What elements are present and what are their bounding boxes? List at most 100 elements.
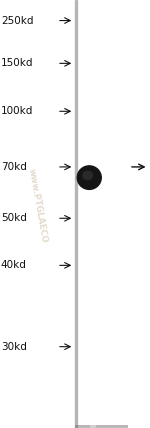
Bar [75, 425, 128, 427]
Bar [90, 426, 96, 428]
Bar [75, 426, 128, 428]
Bar [90, 425, 96, 427]
Bar [75, 427, 128, 428]
Bar [75, 426, 128, 427]
Bar [90, 426, 96, 427]
Bar [90, 425, 96, 427]
Bar [90, 426, 96, 428]
Bar [90, 425, 96, 427]
Bar [75, 425, 128, 427]
Bar [90, 425, 96, 427]
Bar [75, 426, 128, 427]
Bar [75, 425, 128, 427]
Bar [75, 426, 128, 428]
Bar [90, 427, 96, 428]
Bar [90, 425, 96, 427]
Bar [90, 426, 96, 427]
Bar [75, 426, 128, 428]
Bar [90, 425, 96, 427]
Bar [90, 426, 96, 428]
Bar [90, 426, 96, 428]
Bar [75, 426, 128, 427]
Bar [75, 426, 128, 427]
Bar [90, 425, 96, 427]
Bar [75, 425, 128, 427]
Bar [75, 426, 128, 428]
Bar [75, 426, 128, 428]
Bar [90, 425, 96, 427]
Bar [75, 425, 128, 427]
Bar [90, 425, 96, 427]
Bar [90, 426, 96, 428]
Bar [75, 426, 128, 427]
Bar [90, 426, 96, 428]
Bar [90, 425, 96, 427]
Bar [75, 426, 128, 427]
Bar [75, 425, 128, 427]
Bar [75, 426, 128, 427]
Bar [75, 426, 128, 427]
Bar [90, 426, 96, 428]
Bar [75, 426, 128, 427]
Bar [75, 426, 128, 427]
Bar [90, 426, 96, 427]
Bar [90, 425, 96, 427]
Bar [90, 425, 96, 427]
Bar [75, 425, 128, 427]
Bar [90, 426, 96, 428]
Bar [90, 426, 96, 427]
Bar [90, 426, 96, 428]
Bar [75, 425, 128, 427]
Bar [75, 426, 128, 428]
Bar [75, 427, 128, 428]
Bar [90, 426, 96, 428]
Bar [90, 426, 96, 428]
Bar [90, 426, 96, 428]
Bar [75, 425, 128, 427]
Bar [90, 426, 96, 428]
Bar [90, 425, 96, 427]
Bar [75, 425, 128, 427]
Bar [75, 425, 128, 427]
Bar [75, 425, 128, 427]
Bar [75, 426, 128, 427]
Bar [90, 425, 96, 427]
Bar [90, 426, 96, 428]
Bar [90, 426, 96, 427]
Bar [75, 426, 128, 428]
Bar [75, 425, 128, 427]
Bar [90, 426, 96, 428]
Bar [90, 427, 96, 428]
Bar [90, 426, 96, 427]
Bar [90, 426, 96, 428]
Bar [75, 425, 128, 427]
Bar [90, 426, 96, 428]
Bar [75, 426, 128, 428]
Bar [75, 425, 128, 427]
Bar [75, 426, 128, 428]
Bar [90, 426, 96, 427]
Bar [90, 425, 96, 427]
Bar [90, 426, 96, 428]
Bar [90, 426, 96, 427]
Bar [90, 426, 96, 428]
Bar [75, 426, 128, 427]
Bar [90, 426, 96, 428]
Bar [75, 425, 128, 427]
Ellipse shape [83, 171, 93, 180]
Bar [75, 426, 128, 428]
Bar [75, 425, 128, 427]
Bar [90, 426, 96, 428]
Bar [75, 426, 128, 428]
Bar [75, 426, 128, 428]
Bar [75, 426, 128, 428]
Bar [75, 426, 128, 428]
Bar [75, 426, 128, 427]
Bar [75, 426, 128, 427]
Bar [90, 426, 96, 428]
Bar [90, 426, 96, 428]
Bar [75, 425, 128, 427]
Bar [75, 425, 128, 427]
Bar [90, 426, 96, 428]
Bar [75, 426, 128, 427]
